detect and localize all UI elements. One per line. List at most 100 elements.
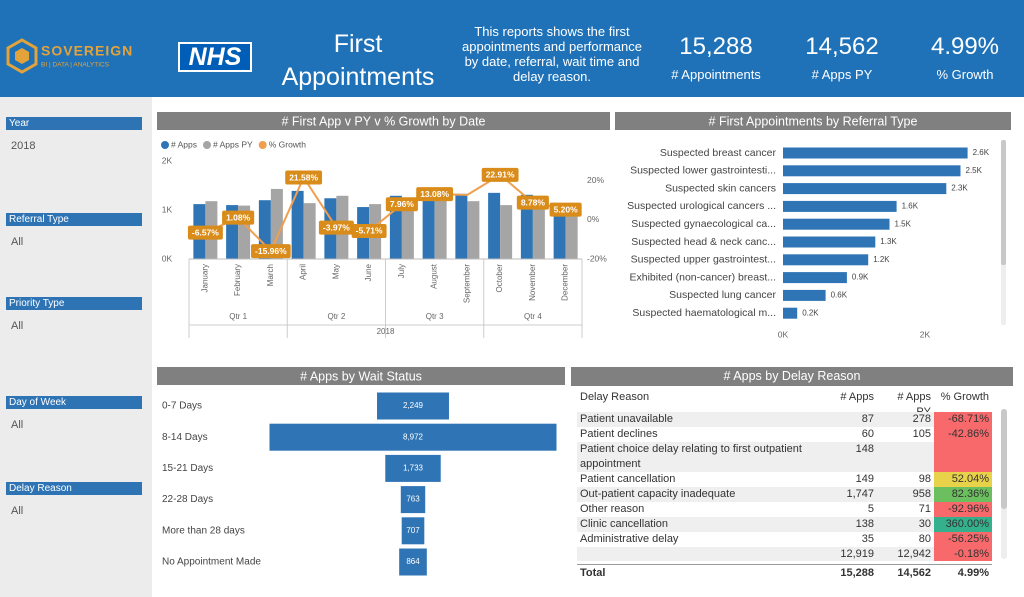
title-bar [157,367,565,385]
legend-label: # Apps PY [213,139,253,149]
chart-title: # First Appointments by Referral Type [709,114,918,128]
column-header[interactable]: # Apps PY [897,391,931,418]
table-cell: 12,942 [897,548,931,560]
x-tick-label: May [331,264,340,279]
table-cell: 958 [912,488,931,500]
filter-label: Day of Week [6,396,142,409]
data-label: -3.97% [323,222,350,232]
category-label: 15-21 Days [162,463,213,474]
bar [303,203,316,259]
table-cell: Patient declines [580,428,658,440]
label-box [385,197,418,212]
funnel-bar [269,423,557,451]
table-cell: Patient unavailable [580,413,673,425]
x-tick-label: January [200,264,209,292]
data-label: 22.91% [486,170,515,180]
table-row: Out-patient capacity inadequate 1,747 958 8… [577,487,992,502]
category-label: Suspected haematological m... [632,307,776,319]
filter-value[interactable]: All [11,419,24,431]
legend-marker [161,141,169,149]
bar [783,183,947,195]
data-label: 8,972 [403,432,424,441]
chart-title: # Apps by Wait Status [300,369,422,383]
y-tick-label: 1K [162,204,173,214]
table-cell: -68.71% [934,412,992,427]
x-tick-label: 0K [778,329,789,339]
table-cell [934,442,992,472]
report-title: First Appointments [281,30,435,91]
data-label: 2,249 [403,401,424,410]
logo-name: SOVEREIGN [41,43,133,59]
sidebar [0,97,152,597]
table-cell: 35 [861,533,874,545]
category-label: Suspected gynaecological ca... [631,218,776,230]
label-box [318,220,354,235]
category-label: Suspected lower gastrointesti... [630,165,776,177]
scrollbar-thumb[interactable] [1001,140,1006,265]
x-tick-label: June [364,263,373,281]
data-label: 1.2K [873,255,890,264]
table-cell: 80 [918,533,931,545]
filter-value[interactable]: All [11,505,24,517]
kpi-value: 14,562 [805,33,879,60]
kpi-label: # Appointments [671,67,761,82]
table-cell [877,442,934,472]
y2-tick-label: 20% [587,175,604,185]
table-row: Patient unavailable 87 278 -68.71% [577,412,992,427]
legend-label: % Growth [269,139,307,149]
table-cell: -0.18% [934,547,992,561]
report-description: This reports shows the first appointment… [462,24,642,84]
funnel-bar [385,454,441,482]
column-header[interactable]: Delay Reason [580,391,650,403]
table-body: Patient unavailable 87 278 -68.71% Patient d… [577,412,999,561]
nhs-logo: NHS [178,42,252,72]
data-label: 21.58% [289,172,318,182]
data-label: 1.08% [226,212,251,222]
table-cell: 1,747 [846,488,874,500]
y-tick-label: 2K [162,155,173,165]
total-cell: 15,288 [840,567,874,579]
funnel-bar [377,392,449,420]
table-cell: -42.86% [934,427,992,442]
table-row: Patient cancellation 149 98 52.04% [577,472,992,487]
filter-value[interactable]: 2018 [11,140,36,152]
label-box [481,167,519,182]
column-header[interactable]: # Apps [840,391,874,403]
kpi-label: # Apps PY [811,67,873,82]
chart-title: # First App v PY v % Growth by Date [281,114,485,128]
funnel-bar [399,548,427,576]
column-header[interactable]: % Growth [940,391,989,403]
table-grid: Patient unavailable 87 278 -68.71% Patient d… [577,412,992,561]
category-label: Suspected breast cancer [660,147,777,159]
table-cell: 71 [918,503,931,515]
year-label: 2018 [377,327,395,336]
logo-icon [15,48,29,64]
table-cell: 5 [867,503,874,515]
bar [434,196,447,259]
bar [532,200,545,259]
table-cell: 87 [861,413,874,425]
data-label: 8.78% [521,197,546,207]
data-label: 763 [406,495,420,504]
table-cell: -92.96% [934,502,992,517]
funnel-chart: # Apps by Wait Status 0-7 Days 2,249 8-14 D… [157,367,565,576]
scrollbar-thumb[interactable] [1001,409,1007,509]
bar [455,193,468,259]
table-cell: 105 [912,428,931,440]
data-label: 2.6K [973,148,990,157]
table-cell: Patient cancellation [580,473,676,485]
funnel-bar [400,486,426,514]
filter-value[interactable]: All [11,320,24,332]
bar [401,200,414,259]
table-cell: -56.25% [934,532,992,547]
data-label: -15.96% [255,246,287,256]
category-label: Suspected skin cancers [665,182,776,194]
category-label: Exhibited (non-cancer) breast... [630,271,777,283]
filter-value[interactable]: All [11,236,24,248]
x-tick-label: December [561,264,570,301]
data-label: -6.57% [192,227,219,237]
bar [783,218,890,230]
data-label: 2.3K [951,184,968,193]
bar [783,165,961,177]
